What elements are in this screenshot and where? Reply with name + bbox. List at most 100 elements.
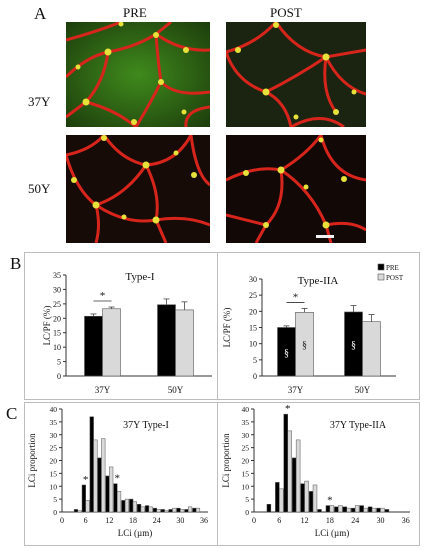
y-tick-label: 15 bbox=[53, 329, 61, 338]
x-tick-label: 12 bbox=[105, 516, 113, 525]
y-tick-label: 15 bbox=[242, 469, 250, 478]
row-label-37y: 37Y bbox=[28, 94, 51, 109]
histogram-bar bbox=[342, 506, 348, 513]
section-marker: § bbox=[302, 340, 307, 351]
chart-title: 37Y Type-IIA bbox=[330, 420, 387, 431]
y-axis-label: LC/PF (%) bbox=[222, 308, 232, 348]
histogram-bar bbox=[81, 484, 86, 513]
histogram-bar bbox=[329, 505, 335, 513]
x-tick-label: 30 bbox=[176, 516, 184, 525]
y-tick-label: 10 bbox=[249, 340, 257, 349]
histogram-bar bbox=[192, 507, 197, 513]
y-tick-label: 25 bbox=[249, 291, 257, 300]
y-tick-label: 30 bbox=[242, 431, 250, 440]
histogram-bar bbox=[351, 507, 356, 513]
histogram-bar bbox=[266, 504, 272, 513]
histogram-bar bbox=[148, 506, 153, 513]
chart-type-i-lcpf: 0 5 10 15 20 25 30 35 LC/PF (%) Type-I 37Y 50Y * bbox=[42, 271, 212, 395]
histogram-bar bbox=[317, 509, 322, 513]
chart-type-iia-lcpf: 0 5 10 15 20 25 30 LC/PF (%) Type-IIA 37Y 50Y * § § § P… bbox=[222, 263, 404, 395]
x-tick-label: 0 bbox=[60, 516, 64, 525]
histogram-bar bbox=[295, 439, 301, 513]
y-axis-label: LC/PF (%) bbox=[42, 306, 52, 346]
x-axis-label: LCi (µm) bbox=[315, 528, 349, 538]
histogram-bar bbox=[338, 505, 343, 513]
histogram-bar bbox=[172, 507, 177, 513]
histogram-bar bbox=[300, 483, 305, 513]
y-tick-label: 35 bbox=[242, 418, 250, 427]
scale-bar bbox=[316, 235, 334, 238]
histogram-bar bbox=[283, 413, 288, 513]
histogram-bar bbox=[132, 501, 137, 513]
y-tick-label: 15 bbox=[249, 324, 257, 333]
histogram-bar bbox=[359, 505, 364, 513]
legend-label: PRE bbox=[386, 264, 399, 272]
x-tick-label: 36 bbox=[200, 516, 208, 525]
histogram-bar bbox=[168, 509, 173, 513]
panel-label-c: C bbox=[6, 404, 18, 423]
histogram-bar bbox=[195, 507, 201, 513]
significance-marker: * bbox=[83, 474, 89, 486]
x-tick-label: 24 bbox=[351, 516, 359, 525]
bar bbox=[295, 312, 314, 377]
x-tick-label: 18 bbox=[129, 516, 137, 525]
y-tick-label: 35 bbox=[50, 418, 58, 427]
histogram-bar bbox=[279, 488, 284, 513]
section-marker: § bbox=[351, 340, 356, 351]
bar bbox=[102, 308, 121, 377]
chart-37y-type-iia-histogram: 0 5 10 15 20 25 30 35 40 0 6 12 18 24 30 36 LCi (µm) LCi … bbox=[221, 403, 410, 538]
histogram-bar bbox=[144, 505, 150, 513]
histogram-bar bbox=[367, 506, 373, 513]
x-tick-label: 18 bbox=[326, 516, 334, 525]
histogram-bar bbox=[77, 510, 82, 513]
y-tick-label: 20 bbox=[50, 457, 58, 466]
histogram-bar bbox=[101, 438, 106, 513]
y-tick-label: 5 bbox=[253, 356, 257, 365]
panel-c-divider bbox=[217, 402, 218, 546]
significance-marker: * bbox=[293, 291, 299, 303]
histogram-bar bbox=[105, 475, 110, 513]
y-tick-label: 0 bbox=[245, 508, 249, 517]
row-label-50y: 50Y bbox=[28, 181, 51, 196]
section-marker: § bbox=[284, 348, 289, 359]
x-tick-label: 6 bbox=[277, 516, 281, 525]
y-tick-label: 10 bbox=[242, 482, 250, 491]
histogram-bar bbox=[137, 504, 142, 513]
histogram-bar bbox=[371, 507, 377, 513]
chart-37y-type-i-histogram: 0 5 10 15 20 25 30 35 40 0 6 12 18 24 30 36 LCi (µm) LCi … bbox=[27, 405, 208, 538]
y-tick-label: 30 bbox=[53, 285, 61, 294]
y-tick-label: 40 bbox=[242, 405, 250, 414]
histogram-bar bbox=[363, 507, 368, 513]
y-tick-label: 10 bbox=[50, 482, 58, 491]
y-tick-label: 0 bbox=[57, 372, 61, 381]
panel-b-divider bbox=[217, 252, 218, 400]
y-tick-label: 30 bbox=[50, 431, 58, 440]
histogram-bar bbox=[160, 509, 165, 513]
histogram-bar bbox=[384, 509, 390, 513]
column-header-pre: PRE bbox=[123, 5, 147, 20]
y-tick-label: 30 bbox=[249, 275, 257, 284]
panel-c-frame bbox=[24, 402, 420, 546]
histogram-bar bbox=[129, 498, 134, 513]
x-tick-label: 37Y bbox=[95, 385, 111, 395]
histogram-bar bbox=[121, 500, 126, 513]
chart-title: 37Y Type-I bbox=[123, 420, 169, 431]
histogram-bar bbox=[73, 509, 79, 513]
histogram-bar bbox=[304, 480, 309, 513]
y-tick-label: 20 bbox=[53, 314, 61, 323]
histogram-bar bbox=[164, 510, 169, 513]
histogram-bar bbox=[97, 457, 102, 513]
y-tick-label: 25 bbox=[242, 444, 250, 453]
histogram-bar bbox=[354, 505, 360, 513]
histogram-bar bbox=[176, 507, 181, 513]
histogram-bar bbox=[124, 498, 130, 513]
y-axis-label: LCi proportion bbox=[27, 433, 37, 488]
histogram-bar bbox=[152, 507, 157, 513]
histogram-bar bbox=[346, 507, 351, 513]
y-tick-label: 20 bbox=[242, 457, 250, 466]
panel-label-a: A bbox=[34, 4, 47, 23]
bar bbox=[84, 315, 103, 377]
histogram-bar bbox=[156, 509, 161, 513]
micrograph-50y-pre bbox=[66, 135, 210, 243]
histogram-bar bbox=[275, 482, 280, 513]
